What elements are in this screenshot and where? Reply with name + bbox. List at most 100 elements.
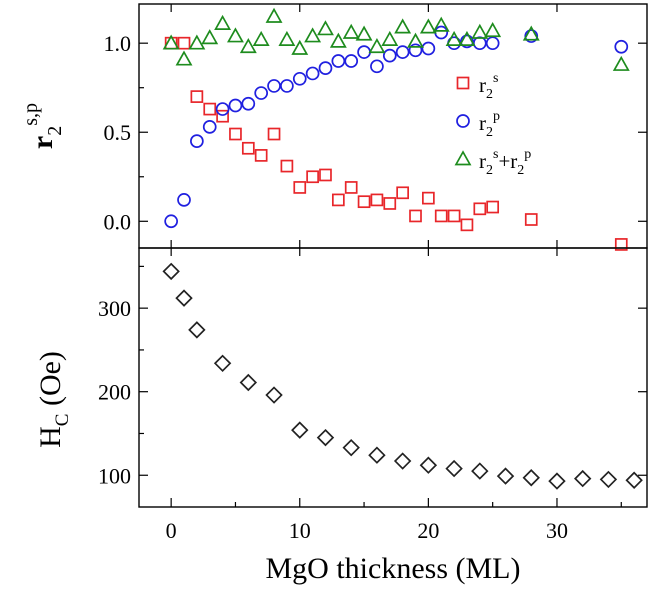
data-point-r2s — [473, 202, 487, 216]
data-point-HC — [175, 289, 193, 307]
x-axis: 0 10 20 30 — [166, 248, 622, 543]
data-point-HC — [239, 373, 258, 392]
data-point-r2s+r2p — [458, 30, 476, 46]
data-point-r2p — [292, 71, 307, 86]
series-r2s+r2p — [162, 7, 630, 71]
legend-label-part: r — [479, 149, 486, 173]
data-point-r2p — [408, 43, 423, 58]
data-point-HC — [573, 469, 592, 488]
data-point-r2p — [202, 120, 217, 134]
legend-label-part: 2 — [486, 125, 493, 140]
legend-item-r2p: r2p — [456, 109, 500, 140]
data-point-r2s — [447, 209, 461, 223]
legend-item-r2s: r2s — [456, 71, 498, 102]
data-point-r2s — [319, 168, 332, 182]
data-point-r2s+r2p — [368, 38, 386, 54]
legend-label-part: p — [524, 147, 531, 162]
legend-label-part: 2 — [486, 87, 493, 102]
top-y-axis-title: r2s,p — [20, 103, 66, 149]
legend-label-part: 2 — [486, 163, 493, 178]
data-point-HC — [291, 421, 309, 439]
bottom-y-tick-label: 300 — [98, 296, 131, 321]
top-y-axis-title-base: r — [26, 136, 59, 149]
data-point-HC — [419, 456, 438, 474]
data-point-HC — [213, 354, 232, 372]
data-point-r2p — [190, 134, 204, 148]
data-point-r2s+r2p — [445, 30, 463, 46]
series-r2p — [164, 25, 629, 229]
data-point-r2p — [472, 36, 487, 51]
top-y-tick-label: 0.0 — [104, 209, 132, 234]
data-point-HC — [522, 469, 540, 487]
data-point-r2s+r2p — [239, 38, 257, 54]
data-point-HC — [445, 459, 463, 478]
bottom-y-axis-title-base: H — [34, 426, 67, 448]
data-point-r2s — [396, 186, 409, 200]
legend-label-part: p — [493, 109, 500, 124]
legend-label-r2p: r2p — [479, 109, 500, 140]
bottom-y-axis-title-rest: (Oe) — [34, 351, 67, 413]
data-point-HC — [265, 386, 283, 404]
x-tick-label: 0 — [166, 518, 177, 543]
top-y-axis-title-sub: 2 — [44, 126, 66, 136]
legend-label-part: s — [493, 71, 498, 86]
data-point-HC — [188, 321, 206, 339]
data-point-r2s+r2p — [201, 29, 219, 45]
data-point-r2p — [318, 61, 333, 75]
bottom-plot-frame — [138, 247, 648, 508]
data-point-r2s — [409, 209, 422, 223]
bottom-series-group — [162, 262, 643, 490]
legend-label-part: 2 — [517, 163, 524, 178]
legend-label-r2s+r2p: r2s+r2p — [479, 147, 531, 178]
data-point-r2s — [460, 218, 474, 232]
data-point-r2p — [305, 66, 320, 81]
data-point-r2p — [344, 54, 359, 68]
data-point-r2p — [382, 48, 397, 63]
data-point-r2s+r2p — [522, 25, 540, 41]
legend-label-r2s: r2s — [479, 71, 498, 102]
top-y-tick-label: 1.0 — [104, 31, 132, 56]
data-point-r2s+r2p — [265, 7, 283, 23]
data-point-r2s+r2p — [329, 32, 347, 48]
data-point-r2s — [434, 209, 448, 223]
data-point-r2p — [485, 36, 500, 51]
data-point-r2s — [357, 195, 371, 209]
data-point-HC — [548, 472, 566, 490]
data-point-r2s+r2p — [394, 18, 412, 34]
data-point-HC — [471, 462, 489, 480]
data-point-r2s — [306, 170, 319, 184]
data-point-r2s+r2p — [471, 23, 489, 39]
bottom-y-axis-title-sub: C — [52, 414, 73, 427]
data-point-r2p — [241, 96, 256, 111]
data-point-r2s+r2p — [175, 50, 193, 66]
legend-marker-r2s — [456, 76, 470, 90]
data-point-r2p — [460, 34, 474, 49]
top-y-tick-label: 0.5 — [104, 120, 132, 145]
data-point-HC — [496, 467, 515, 485]
data-point-r2p — [177, 193, 191, 207]
data-point-HC — [625, 471, 643, 489]
legend-label-part: r — [479, 111, 486, 135]
data-point-r2s — [614, 238, 628, 251]
legend-item-r2s+r2p: r2s+r2p — [454, 147, 531, 178]
legend-label-part: +r — [498, 149, 517, 173]
data-point-r2s+r2p — [291, 39, 309, 55]
data-point-r2s+r2p — [407, 32, 424, 48]
data-point-r2p — [524, 29, 539, 43]
data-point-r2s — [190, 90, 204, 103]
data-point-r2p — [280, 79, 294, 93]
bottom-y-axis-title: HC (Oe) — [34, 351, 73, 448]
data-point-r2s — [229, 127, 242, 141]
data-point-r2s — [203, 102, 217, 116]
data-point-r2p — [254, 86, 269, 100]
data-point-r2s+r2p — [432, 16, 450, 32]
data-point-HC — [316, 428, 335, 447]
data-point-r2s — [370, 193, 384, 207]
x-tick-label: 10 — [289, 518, 311, 543]
data-point-r2p — [370, 59, 384, 74]
data-point-r2s — [331, 193, 345, 207]
data-point-r2s+r2p — [355, 25, 373, 41]
data-point-r2p — [434, 25, 449, 40]
